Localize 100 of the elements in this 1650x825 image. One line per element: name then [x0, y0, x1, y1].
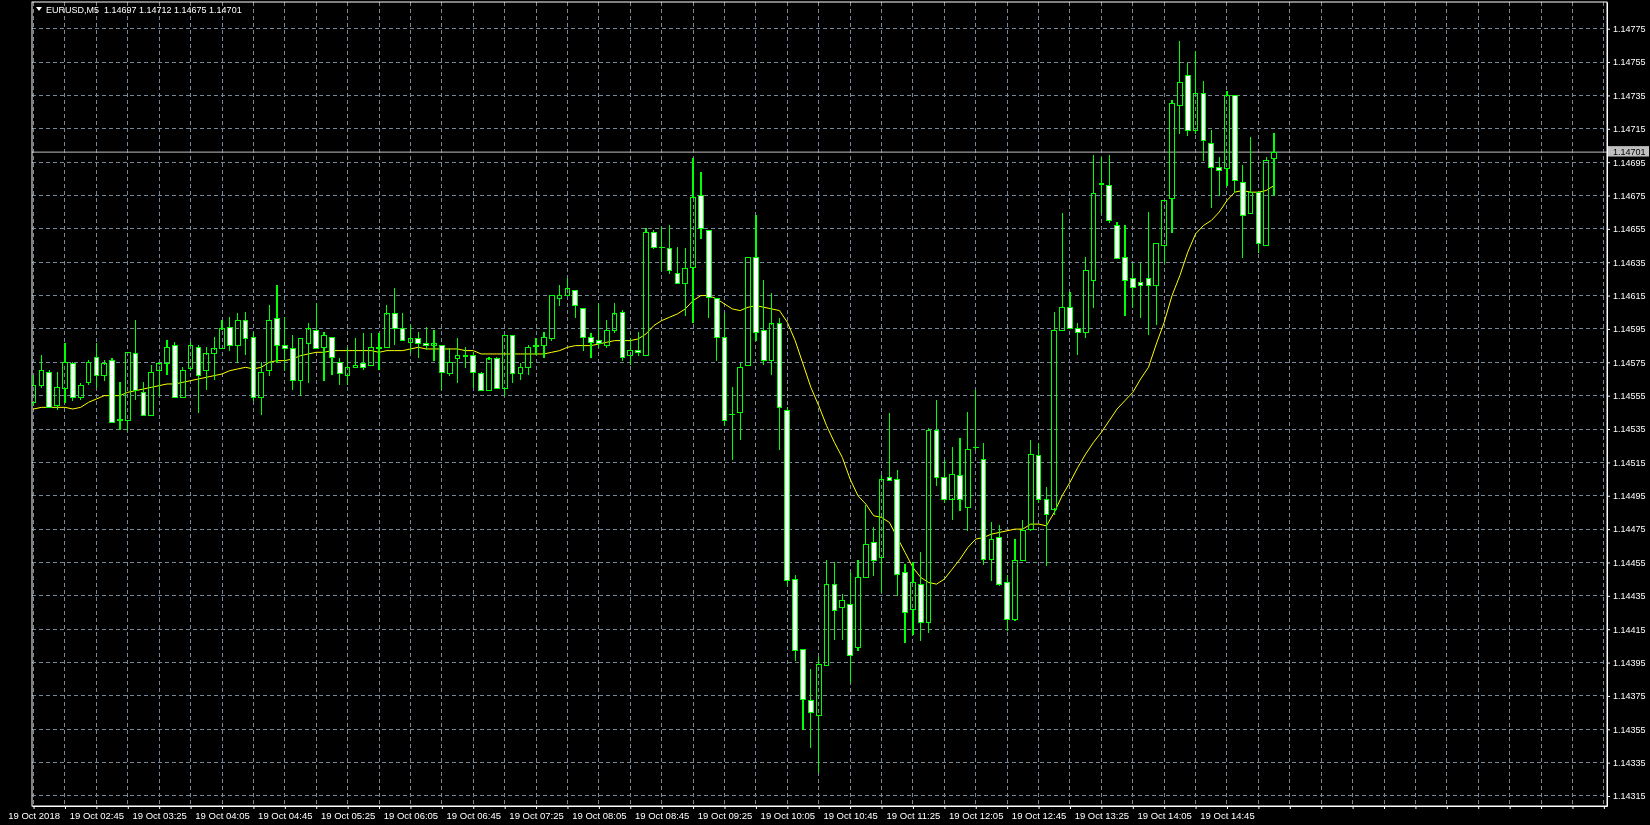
y-tick-label: 1.14495	[1613, 491, 1646, 502]
x-tick-label: 19 Oct 05:25	[320, 809, 376, 821]
candlestick	[1153, 243, 1160, 325]
y-tick-label: 1.14735	[1613, 90, 1646, 101]
candlestick	[862, 505, 869, 578]
candlestick	[391, 288, 398, 345]
candlestick	[219, 320, 225, 350]
candlestick	[172, 341, 178, 398]
candlestick	[1208, 129, 1215, 208]
candlestick	[62, 343, 68, 403]
candlestick	[415, 331, 422, 358]
y-tick-label: 1.14615	[1613, 290, 1646, 301]
candlestick	[682, 248, 689, 317]
x-tick-label: 19 Oct 06:05	[383, 809, 439, 821]
x-tick-label: 19 Oct 2018	[8, 809, 60, 821]
candlestick	[1074, 323, 1081, 355]
x-tick-label: 19 Oct 08:05	[572, 809, 627, 821]
candlestick	[1114, 221, 1120, 260]
candlestick	[855, 560, 861, 652]
line-series	[33, 184, 1275, 585]
candlestick	[1224, 91, 1230, 187]
candlestick	[77, 383, 84, 400]
x-tick-label: 19 Oct 10:05	[760, 809, 816, 821]
candlestick	[870, 526, 877, 577]
candlestick	[1177, 41, 1183, 135]
candlestick	[281, 316, 288, 372]
candlestick	[949, 446, 956, 520]
candlestick	[643, 228, 649, 357]
candlestick	[54, 371, 60, 410]
candlestick	[164, 340, 170, 375]
candlestick	[760, 279, 767, 365]
x-tick-label: 19 Oct 13:25	[1074, 809, 1130, 821]
x-tick-label: 19 Oct 08:45	[634, 809, 690, 821]
candlestick	[1082, 256, 1089, 338]
candlestick	[376, 333, 382, 370]
candlestick	[1239, 164, 1246, 258]
candlestick	[1216, 156, 1222, 197]
x-tick-label: 19 Oct 10:45	[823, 809, 878, 821]
x-tick-label: 19 Oct 02:45	[69, 809, 125, 821]
candlestick	[478, 371, 484, 392]
y-tick-label: 1.14515	[1613, 457, 1646, 468]
candlestick	[847, 571, 853, 684]
chart-title: EURUSD,M5 1.14697 1.14712 1.14675 1.14701	[46, 5, 242, 15]
candlestick	[1263, 156, 1270, 247]
x-tick-label: 19 Oct 03:25	[132, 809, 187, 821]
candlestick	[839, 593, 846, 640]
candlestick	[666, 224, 673, 275]
candlestick	[1090, 154, 1097, 308]
candlestick	[431, 330, 437, 362]
candlestick	[289, 335, 296, 390]
candlestick	[800, 648, 806, 730]
candlestick	[266, 304, 272, 377]
candlestick	[815, 656, 822, 774]
x-tick-label: 19 Oct 12:05	[949, 809, 1004, 821]
candlestick	[541, 331, 547, 358]
candlestick	[423, 326, 429, 350]
x-tick-label: 19 Oct 07:25	[509, 809, 564, 821]
candlestick	[1020, 520, 1026, 562]
candlestick	[132, 320, 139, 400]
candlestick	[705, 230, 712, 318]
candlestick	[1169, 99, 1175, 233]
candlestick	[674, 246, 681, 285]
x-tick-label: 19 Oct 06:45	[446, 809, 501, 821]
y-tick-label: 1.14655	[1613, 224, 1646, 235]
x-tick-label: 19 Oct 12:45	[1011, 809, 1067, 821]
candlestick	[650, 229, 657, 250]
y-tick-label: 1.14355	[1613, 724, 1646, 735]
y-tick-label: 1.14535	[1613, 424, 1646, 435]
y-tick-label: 1.14315	[1613, 791, 1646, 802]
y-tick-label: 1.14395	[1613, 657, 1646, 668]
y-tick-label: 1.14755	[1613, 57, 1646, 68]
candlestick	[533, 338, 539, 355]
candlestick	[156, 361, 163, 397]
y-tick-label: 1.14635	[1613, 257, 1646, 268]
y-tick-label: 1.14715	[1613, 124, 1646, 135]
candlestick	[486, 356, 492, 392]
candlestick	[1051, 311, 1058, 515]
candlestick	[902, 563, 908, 644]
candlestick	[274, 284, 280, 363]
candlestick	[910, 561, 916, 635]
y-tick-label: 1.14695	[1613, 157, 1646, 168]
ref-line-label: 1.14701	[1613, 146, 1646, 157]
candlestick	[808, 668, 814, 749]
candlestick	[972, 390, 979, 449]
candlestick	[258, 361, 265, 415]
candlestick	[227, 316, 233, 352]
candlestick	[965, 411, 971, 532]
candlestick	[596, 303, 602, 348]
y-tick-label: 1.14475	[1613, 524, 1646, 535]
y-tick-label: 1.14595	[1613, 324, 1646, 335]
y-tick-label: 1.14415	[1613, 624, 1646, 635]
y-tick-label: 1.14455	[1613, 557, 1646, 568]
candlestick	[525, 345, 532, 375]
y-tick-label: 1.14675	[1613, 190, 1646, 201]
y-tick-label: 1.14435	[1613, 591, 1646, 602]
y-tick-label: 1.14375	[1613, 691, 1646, 702]
candlestick	[46, 370, 53, 408]
candlestick	[470, 351, 477, 388]
x-tick-label: 19 Oct 14:45	[1200, 809, 1255, 821]
y-tick-label: 1.14555	[1613, 391, 1646, 402]
